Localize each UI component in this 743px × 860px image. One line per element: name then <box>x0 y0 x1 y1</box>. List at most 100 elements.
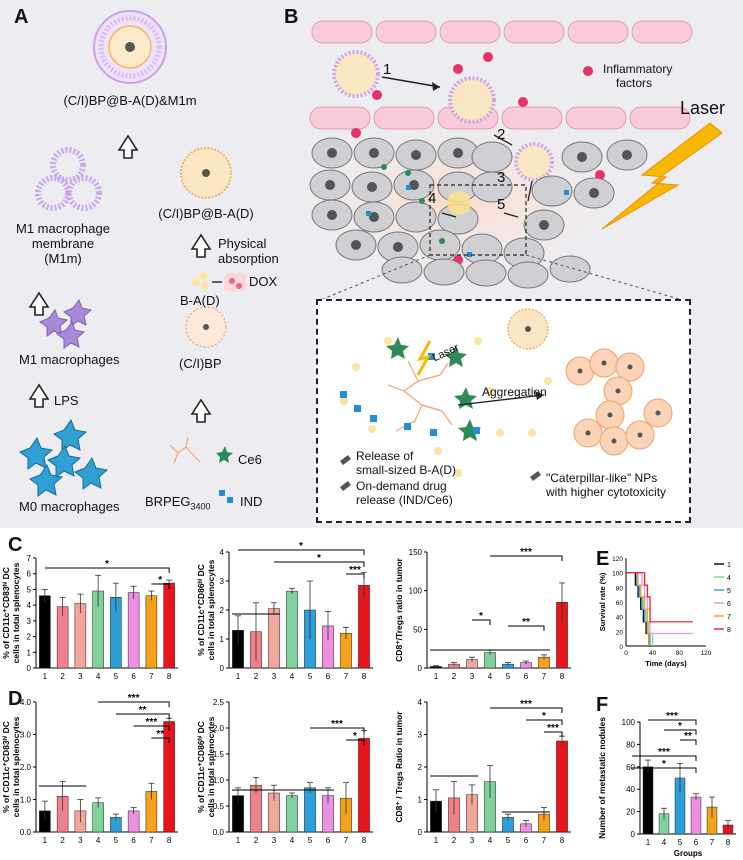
x-tick-label: 4 <box>96 836 101 845</box>
y-tick-label: 0 <box>27 664 32 673</box>
x-tick-label: 2 <box>452 672 457 681</box>
y-tick-label: 100 <box>612 571 623 578</box>
physical-label: Physical <box>218 236 267 251</box>
x-tick-label: 6 <box>326 672 331 681</box>
lps-label: LPS <box>54 393 79 408</box>
bar-8 <box>163 582 175 669</box>
process-arrows-icon <box>28 134 212 423</box>
bar-3 <box>74 603 87 669</box>
legend-label: 8 <box>727 627 731 634</box>
y-tick-label: 0 <box>418 828 423 837</box>
y-tick-label: 50 <box>413 625 422 634</box>
y-tick-label: 120 <box>612 556 623 563</box>
y-tick-label: 1 <box>418 796 423 805</box>
legend-label: 4 <box>727 575 731 582</box>
y-tick-label: 40 <box>616 615 624 622</box>
y-axis-label: CD8⁺ / Tregs Ratio in tumor <box>394 711 404 823</box>
y-tick-label: 6 <box>27 570 32 579</box>
significance-bracket <box>238 549 365 555</box>
significance-bracket <box>115 713 170 719</box>
y-tick-label: 3 <box>220 577 225 586</box>
laser-label: Laser <box>680 98 726 118</box>
significance-bracket <box>544 731 563 737</box>
significance-bracket <box>472 619 491 625</box>
significance-label: *** <box>520 547 532 558</box>
dox-molecule-icon <box>192 272 246 291</box>
y-tick-label: 2.0 <box>20 763 32 772</box>
significance-bracket <box>346 573 365 579</box>
x-tick-label: 1 <box>434 836 439 845</box>
y-tick-label: 2 <box>27 633 32 642</box>
y-tick-label: 100 <box>409 587 423 596</box>
significance-label: *** <box>331 719 343 730</box>
x-tick-label: 4 <box>290 836 295 845</box>
x-tick-label: 1 <box>43 672 48 681</box>
x-tick-label: 4 <box>96 672 101 681</box>
y-tick-label: 3 <box>418 731 423 740</box>
y-tick-label: 20 <box>616 629 624 636</box>
x-tick-label: 7 <box>344 672 349 681</box>
x-tick-label: 8 <box>167 672 172 681</box>
x-tick-label: 5 <box>506 836 511 845</box>
significance-label: ** <box>522 617 530 628</box>
x-tick-label: 5 <box>506 672 511 681</box>
dox-label: DOX <box>249 274 278 289</box>
bar-4 <box>286 590 298 669</box>
x-tick-label: 3 <box>78 836 83 845</box>
legend-label: 5 <box>727 588 731 595</box>
cibp-label: (C/I)BP <box>179 356 222 371</box>
significance-label: *** <box>146 717 158 728</box>
y-tick-label: 0 <box>619 644 623 651</box>
ondemand-label-2: release (IND/Ce6) <box>356 493 453 507</box>
inflammatory-label-1: Inflammatory <box>603 62 673 76</box>
x-tick-label: 7 <box>149 836 154 845</box>
chart-d1: 0.01.02.03.04.01 2 3 4 5 6 7 8**********% of CD… <box>0 693 178 845</box>
ce6-molecule-icon <box>216 446 233 463</box>
released-particle-icon <box>447 191 471 215</box>
zoom-inset: Laser Aggregation Release of small-sized… <box>316 299 691 523</box>
significance-label: * <box>105 559 109 570</box>
bar-7 <box>145 595 158 669</box>
x-tick-label: 6 <box>326 836 331 845</box>
bullet-icon <box>340 455 541 491</box>
caterpillar-np-icon <box>565 348 673 456</box>
significance-label: * <box>662 759 666 770</box>
bar-8 <box>358 738 370 833</box>
x-tick-label: 8 <box>362 836 367 845</box>
significance-label: ** <box>156 729 164 740</box>
x-tick-label: 5 <box>678 838 683 847</box>
x-tick-label: 6 <box>131 672 136 681</box>
y-axis-label: % of CD11c⁺CD83ʰⁱ DC <box>0 567 11 659</box>
panel-d-letter: D <box>8 688 23 710</box>
legend-label: 6 <box>727 601 731 608</box>
bar-1 <box>39 595 51 669</box>
significance-bracket <box>274 561 365 567</box>
panel-a-graphics <box>18 10 246 503</box>
significance-label: *** <box>547 723 559 734</box>
significance-bracket <box>680 739 697 745</box>
panel-e-letter: E <box>596 548 610 570</box>
x-tick-label: 1 <box>43 836 48 845</box>
significance-bracket <box>632 767 697 773</box>
y-tick-label: 7 <box>27 554 32 563</box>
x-tick-label: 2 <box>452 836 457 845</box>
y-tick-label: 3 <box>27 617 32 626</box>
circulating-nanoparticle-icon <box>332 50 554 182</box>
x-tick-label: 2 <box>60 836 65 845</box>
m0-macrophage-icon <box>18 418 109 497</box>
x-tick-label: 120 <box>701 650 712 657</box>
significance-bracket <box>98 701 170 707</box>
y-tick-label: 0 <box>418 664 423 673</box>
tumor-cell-icon <box>309 137 648 289</box>
chart-d2: 0.00.51.01.52.02.51 2 3 4 5 6 7 8****% of CD11c… <box>195 698 373 845</box>
significance-label: *** <box>666 711 678 722</box>
y-tick-label: 1 <box>27 648 32 657</box>
ce6-label: Ce6 <box>238 452 262 467</box>
y-tick-label: 150 <box>409 548 423 557</box>
significance-bracket <box>632 755 697 761</box>
x-tick-label: 2 <box>254 672 259 681</box>
x-tick-label: 6 <box>524 836 529 845</box>
x-tick-label: 7 <box>542 836 547 845</box>
panel-a-letter: A <box>14 6 29 28</box>
